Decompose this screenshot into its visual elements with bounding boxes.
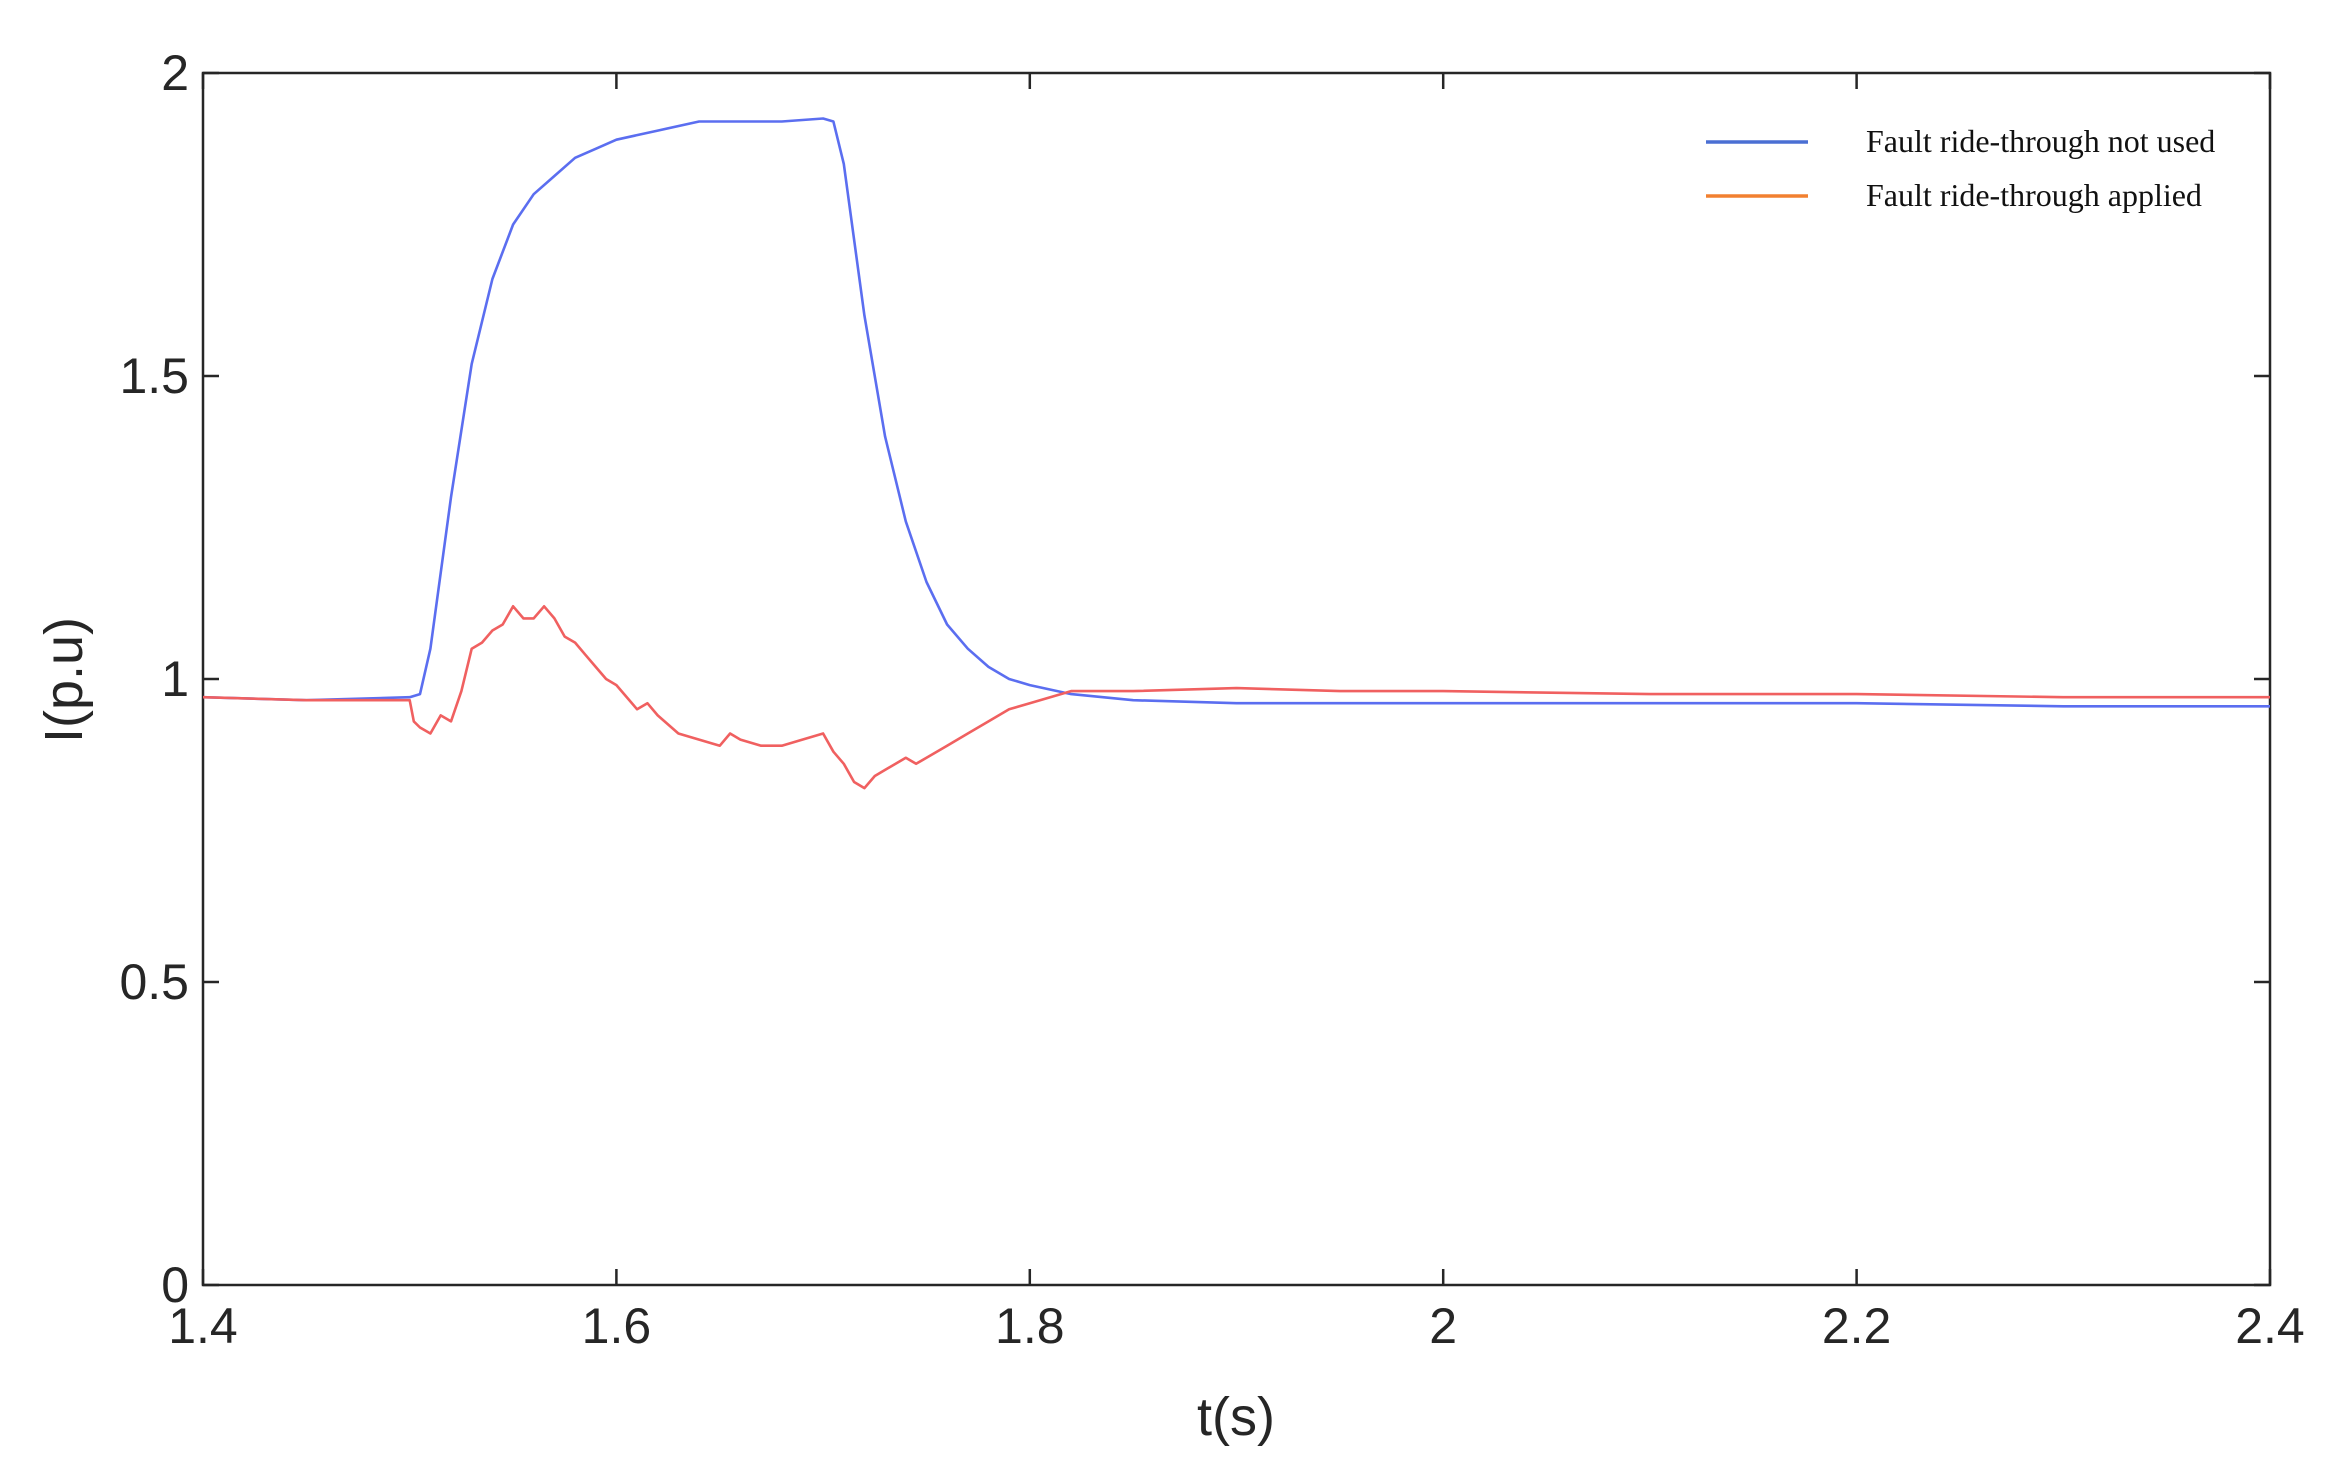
series-line-1 <box>202 117 2270 708</box>
x-axis-label: t(s) <box>1197 1387 1275 1447</box>
x-tick-label: 2 <box>1429 1298 1457 1354</box>
x-tick-label: 1.4 <box>168 1298 238 1354</box>
y-tick-label: 0 <box>161 1257 189 1313</box>
x-tick-label: 2.2 <box>1822 1298 1892 1354</box>
legend: Fault ride-through not used Fault ride-th… <box>1706 123 2215 213</box>
series-layer <box>202 117 2270 790</box>
x-tick-label: 2.4 <box>2235 1298 2305 1354</box>
legend-label-2: Fault ride-through applied <box>1866 177 2202 213</box>
y-tick-label: 0.5 <box>119 954 189 1010</box>
y-axis-label: I(p.u) <box>34 617 94 743</box>
x-tick-label: 1.8 <box>995 1298 1065 1354</box>
y-tick-label: 1.5 <box>119 348 189 404</box>
y-tick-label: 1 <box>161 651 189 707</box>
series-line-2 <box>202 605 2270 790</box>
legend-label-1: Fault ride-through not used <box>1866 123 2215 159</box>
y-axis-ticks: 0 0.5 1 1.5 2 <box>119 45 2270 1313</box>
x-tick-label: 1.6 <box>582 1298 652 1354</box>
y-tick-label: 2 <box>161 45 189 101</box>
plot-area <box>201 71 2272 1287</box>
x-axis-ticks: 1.4 1.6 1.8 2 2.2 2.4 <box>168 73 2305 1354</box>
